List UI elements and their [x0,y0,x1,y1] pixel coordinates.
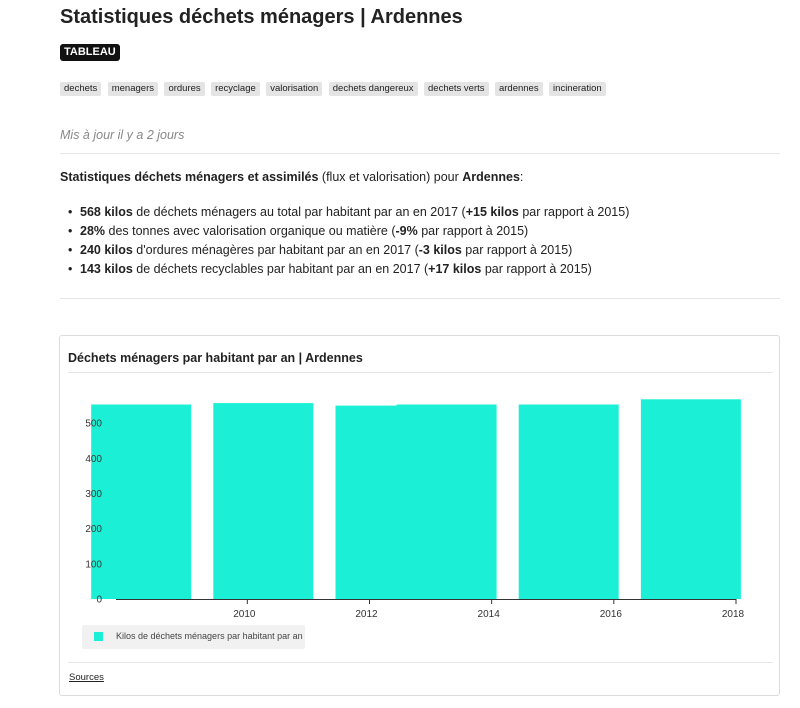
divider [60,298,780,299]
chart-bar [396,404,497,599]
intro-colon: : [519,170,524,184]
stat-text-end: par rapport à 2015) [417,224,529,238]
chart-bar [213,403,314,599]
stat-value: 568 kilos [80,205,133,219]
stat-value: 28% [80,224,106,238]
intro-text: (flux et valorisation) pour [318,170,463,184]
tag-dechets-dangereux[interactable]: dechets dangereux [328,82,418,96]
stat-change: +17 kilos [428,262,482,276]
intro-place: Ardennes [462,170,520,184]
page-title: Statistiques déchets ménagers | Ardennes [60,6,463,28]
y-tick-label: 0 [96,595,102,606]
stat-text: d'ordures ménagères par habitant par an … [132,243,419,257]
divider [60,153,780,154]
stat-item: 143 kilos de déchets recyclables par hab… [60,260,629,279]
stat-text-end: par rapport à 2015) [481,262,592,276]
y-tick-label: 100 [85,559,102,570]
stat-item: 28% des tonnes avec valorisation organiq… [60,222,629,241]
stat-text: de déchets ménagers au total par habitan… [132,205,466,219]
y-tick-label: 200 [85,524,102,535]
tag-valorisation[interactable]: valorisation [266,82,323,96]
chart-bar [640,399,741,599]
y-tick-label: 500 [85,419,102,430]
tag-dechets-verts[interactable]: dechets verts [424,82,489,96]
legend-swatch [94,632,103,641]
tag-dechets[interactable]: dechets [60,82,102,96]
stat-text-end: par rapport à 2015) [518,205,630,219]
stat-change: +15 kilos [465,205,519,219]
stat-item: 240 kilos d'ordures ménagères par habita… [60,241,629,260]
y-tick-label: 400 [85,454,102,465]
x-tick-label: 2012 [355,609,378,620]
type-badge[interactable]: TABLEAU [60,44,120,61]
card-divider [68,662,773,663]
x-tick-label: 2018 [722,609,745,620]
legend-label: Kilos de déchets ménagers par habitant p… [116,631,303,641]
card-divider [68,372,773,373]
tag-ordures[interactable]: ordures [164,82,205,96]
tag-list: dechets menagers ordures recyclage valor… [60,82,620,101]
tag-menagers[interactable]: menagers [107,82,158,96]
stat-text-end: par rapport à 2015) [461,243,573,257]
x-tick-label: 2016 [600,609,623,620]
chart-title: Déchets ménagers par habitant par an | A… [68,351,363,365]
tag-ardennes[interactable]: ardennes [494,82,543,96]
sources-link[interactable]: Sources [69,672,104,683]
stat-value: 143 kilos [80,262,133,276]
stat-change: -3 kilos [418,243,462,257]
x-tick-label: 2014 [478,609,501,620]
bar-chart: 0 100 200 300 400 500 2010 2012 2014 2016 2018 [85,399,745,620]
stat-text: de déchets recyclables par habitant par … [132,262,429,276]
key-stats-list: 568 kilos de déchets ménagers au total p… [60,203,629,279]
x-tick-label: 2010 [233,609,256,620]
stat-value: 240 kilos [80,243,133,257]
intro-lead: Statistiques déchets ménagers et assimil… [60,170,319,184]
updated-timestamp: Mis à jour il y a 2 jours [60,128,185,142]
stat-change: -9% [395,224,418,238]
chart-card: Déchets ménagers par habitant par an | A… [59,335,780,696]
y-tick-label: 300 [85,489,102,500]
tag-recyclage[interactable]: recyclage [211,82,260,96]
stat-item: 568 kilos de déchets ménagers au total p… [60,203,629,222]
chart-bar [518,404,619,599]
intro-paragraph: Statistiques déchets ménagers et assimil… [60,170,523,184]
chart-bar [91,404,192,599]
chart-legend: Kilos de déchets ménagers par habitant p… [82,625,305,649]
tag-incineration[interactable]: incineration [549,82,606,96]
stat-text: des tonnes avec valorisation organique o… [105,224,396,238]
